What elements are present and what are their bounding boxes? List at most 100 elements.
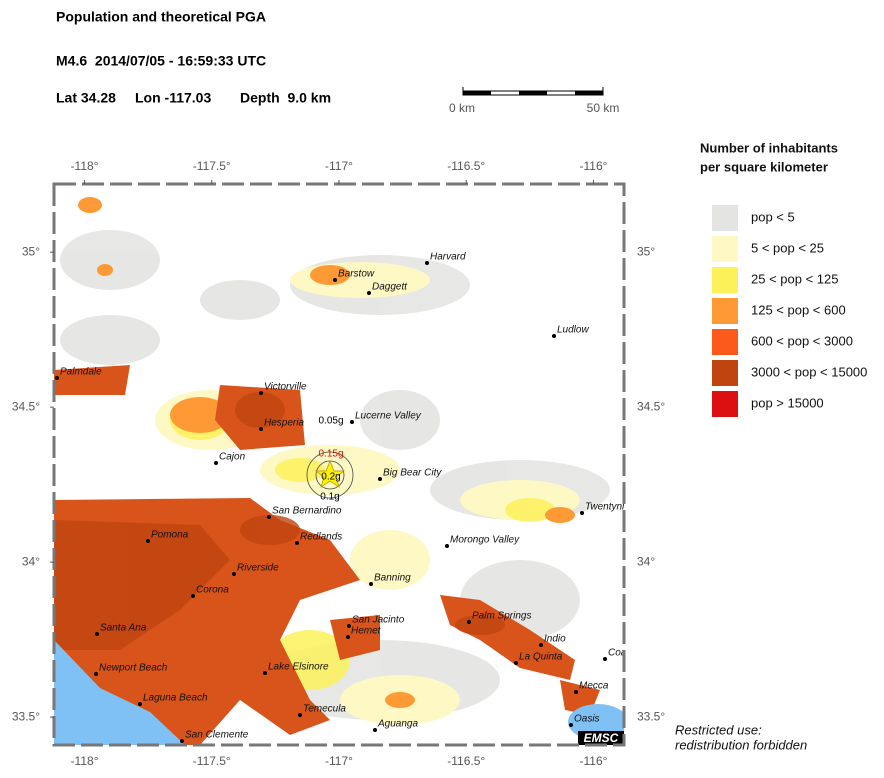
city-label: Twentynine Palms	[585, 502, 666, 513]
city-dot	[367, 291, 371, 295]
city-dot	[425, 261, 429, 265]
city-label: San Jacinto	[352, 615, 405, 626]
legend-swatch	[712, 205, 738, 231]
city-label: Harvard	[430, 252, 466, 263]
y-tick-label: 34.5°	[637, 399, 665, 413]
city-label: Barstow	[338, 269, 375, 280]
city-dot	[580, 511, 584, 515]
city-dot	[333, 278, 337, 282]
city-dot	[514, 661, 518, 665]
city-dot	[603, 657, 607, 661]
legend-label: 25 < pop < 125	[751, 271, 838, 286]
city-label: Oasis	[574, 714, 600, 725]
scale-bar	[462, 87, 604, 96]
note: redistribution forbidden	[675, 737, 807, 752]
city-dot	[467, 620, 471, 624]
x-tick-label: -116.5°	[447, 159, 485, 173]
legend-label: pop < 5	[751, 209, 795, 224]
y-tick-label: 33.5°	[12, 709, 40, 723]
city-label: Ludlow	[557, 325, 589, 336]
legend-swatch	[712, 391, 738, 417]
y-tick-label: 34°	[22, 554, 40, 568]
city-label: San Bernardino	[272, 506, 342, 517]
city-dot	[138, 702, 142, 706]
city-dot	[259, 427, 263, 431]
legend-swatch	[712, 360, 738, 386]
y-tick-label: 33.5°	[637, 709, 665, 723]
x-tick-label: -117.5°	[193, 159, 231, 173]
city-label: Pomona	[151, 530, 189, 541]
city-label: Banning	[374, 573, 411, 584]
title: Population and theoretical PGA	[56, 9, 266, 25]
city-dot	[55, 376, 59, 380]
y-tick-label: 35°	[637, 244, 655, 258]
x-tick-label: -118°	[71, 159, 99, 173]
city-dot	[378, 477, 382, 481]
city-label: Lucerne Valley	[355, 411, 422, 422]
city-label: Mecca	[579, 681, 609, 692]
legend-label: pop > 15000	[751, 395, 824, 410]
city-dot	[191, 594, 195, 598]
city-dot	[95, 632, 99, 636]
logo: EMSC	[584, 731, 619, 745]
city-label: Daggett	[372, 282, 408, 293]
x-tick-label: -116°	[579, 754, 607, 768]
note: Restricted use:	[675, 722, 762, 737]
lon: Lon -117.03	[135, 90, 211, 106]
city-label: Temecula	[303, 704, 346, 715]
city-label: Cajon	[219, 452, 246, 463]
legend-title: per square kilometer	[700, 159, 828, 174]
legend-label: 3000 < pop < 15000	[751, 364, 867, 379]
city-dot	[574, 690, 578, 694]
city-label: Newport Beach	[99, 663, 168, 674]
x-tick-label: -117.5°	[193, 754, 231, 768]
legend-swatch	[712, 298, 738, 324]
city-dot	[539, 643, 543, 647]
city-label: Hesperia	[264, 418, 304, 429]
city-dot	[295, 541, 299, 545]
y-tick-label: 35°	[22, 244, 40, 258]
pga-label: 0.2g	[321, 472, 340, 483]
city-label: La Quinta	[519, 652, 563, 663]
city-label: Coachella	[608, 648, 653, 659]
city-dot	[298, 713, 302, 717]
legend-label: 5 < pop < 25	[751, 240, 824, 255]
city-dot	[214, 461, 218, 465]
salton-sea	[568, 704, 624, 740]
depth: Depth 9.0 km	[240, 90, 331, 106]
city-dot	[94, 672, 98, 676]
city-label: San Clemente	[185, 730, 249, 741]
pga-label: 0.1g	[320, 492, 339, 503]
city-dot	[569, 723, 573, 727]
city-dot	[369, 582, 373, 586]
legend-swatch	[712, 329, 738, 355]
lat: Lat 34.28	[56, 90, 116, 106]
legend-swatch	[712, 267, 738, 293]
epicenter	[306, 451, 354, 499]
city-label: Santa Ana	[100, 623, 147, 634]
city-dot	[373, 728, 377, 732]
city-dot	[350, 420, 354, 424]
city-label: Morongo Valley	[450, 535, 520, 546]
city-dot	[180, 739, 184, 743]
legend-swatch	[712, 236, 738, 262]
city-label: Laguna Beach	[143, 693, 208, 704]
x-tick-label: -117°	[325, 159, 353, 173]
legend-title: Number of inhabitants	[700, 140, 838, 155]
city-dot	[146, 539, 150, 543]
city-dot	[259, 391, 263, 395]
pga-label: 0.15g	[318, 449, 343, 460]
x-tick-label: -118°	[71, 754, 99, 768]
city-dot	[347, 624, 351, 628]
city-label: Big Bear City	[383, 468, 442, 479]
x-tick-label: -116.5°	[447, 754, 485, 768]
city-label: Riverside	[237, 563, 279, 574]
scale-end: 50 km	[587, 101, 620, 115]
city-dot	[263, 671, 267, 675]
y-tick-label: 34.5°	[12, 399, 40, 413]
x-tick-label: -117°	[325, 754, 353, 768]
city-label: Victorville	[264, 382, 307, 393]
city-label: Palmdale	[60, 367, 102, 378]
legend-label: 600 < pop < 3000	[751, 333, 853, 348]
